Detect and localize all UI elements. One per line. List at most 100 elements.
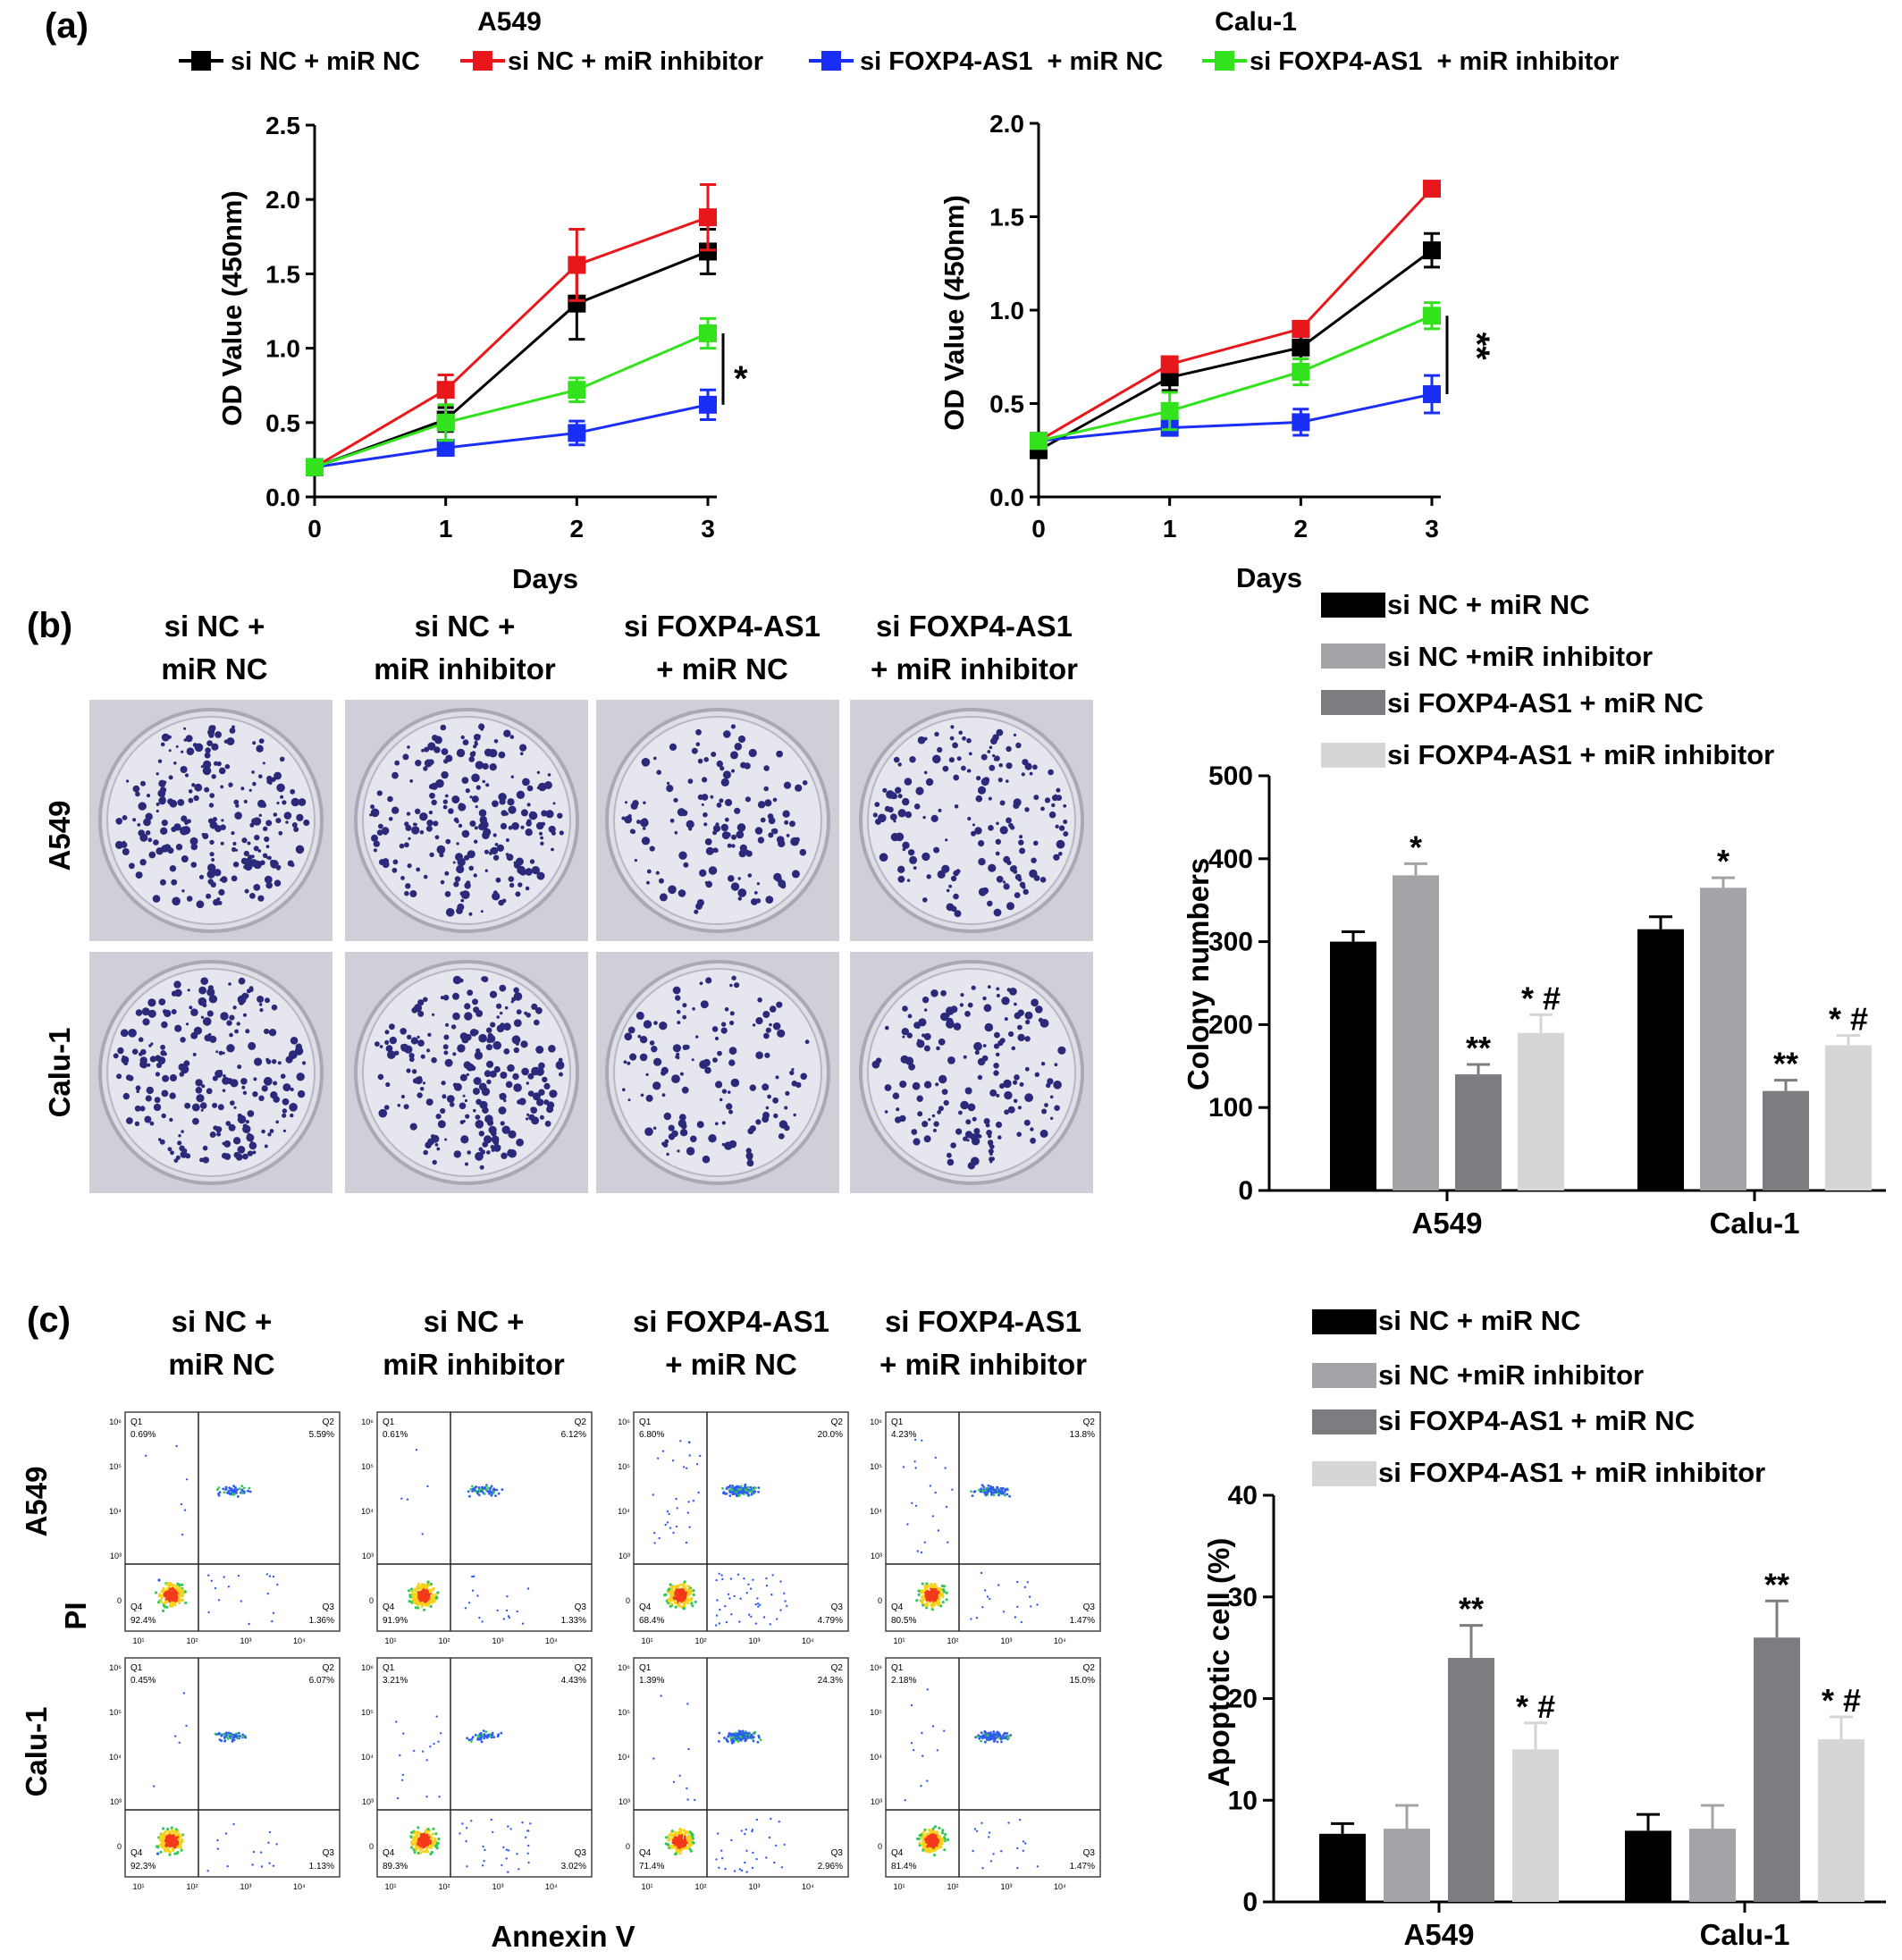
flow-event — [396, 1796, 400, 1800]
colony-dot — [410, 1037, 418, 1045]
flow-event — [157, 1594, 161, 1598]
bar — [1448, 1658, 1494, 1902]
colony-dot — [452, 1052, 457, 1056]
flow-event — [525, 1836, 527, 1838]
colony-dot — [922, 815, 926, 820]
colony-dot — [963, 1136, 968, 1141]
colony-dot — [651, 1046, 658, 1053]
flow-event — [157, 1578, 161, 1582]
colony-dot — [466, 1073, 469, 1077]
flow-event — [686, 1787, 688, 1790]
flow-event — [925, 1582, 929, 1586]
quadrant-value-q3: 3.02% — [561, 1862, 586, 1872]
colony-dot — [904, 778, 913, 786]
plate-well — [867, 968, 1076, 1177]
colony-dot — [171, 826, 177, 833]
flow-event — [177, 1838, 181, 1841]
colony-dot — [189, 1005, 193, 1010]
flow-event — [425, 1596, 428, 1600]
colony-dot — [1058, 852, 1063, 856]
colony-dot — [218, 767, 226, 775]
flow-event — [724, 1605, 727, 1608]
colony-dot — [391, 867, 398, 873]
colony-dot — [649, 1040, 655, 1046]
flow-event — [682, 1601, 686, 1604]
flow-event — [429, 1582, 433, 1586]
colony-dot — [717, 1050, 722, 1056]
colony-dot — [206, 870, 215, 879]
flow-event — [678, 1844, 682, 1847]
flow-event — [164, 1601, 167, 1605]
flow-event — [412, 1848, 416, 1852]
colony-dot — [1007, 1106, 1015, 1114]
colony-dot — [678, 851, 687, 860]
flow-event — [926, 1601, 930, 1604]
colony-dot — [209, 1035, 217, 1043]
colony-dot — [1024, 807, 1030, 812]
flow-event — [484, 1485, 488, 1488]
flow-event — [669, 1602, 674, 1605]
flow-event — [978, 1488, 980, 1492]
colony-dot — [996, 987, 1000, 991]
colony-dot — [480, 728, 484, 731]
flow-event — [697, 1491, 700, 1494]
flow-event — [171, 1829, 174, 1832]
colony-dot — [492, 1144, 501, 1152]
flow-event — [425, 1850, 429, 1854]
flow-event — [402, 1732, 405, 1735]
colony-dot — [624, 1032, 633, 1041]
flow-event — [224, 1488, 227, 1491]
flow-event — [268, 1862, 271, 1864]
flow-event — [427, 1602, 431, 1605]
data-point — [1423, 385, 1441, 404]
colony-dot — [379, 1045, 383, 1048]
flow-event — [930, 1601, 933, 1604]
flow-event — [251, 1863, 254, 1866]
flow-event — [501, 1488, 504, 1491]
colony-dot — [906, 879, 911, 882]
colony-dot — [122, 1092, 130, 1100]
colony-dot — [423, 997, 428, 1003]
colony-dot — [692, 1007, 695, 1011]
flow-event — [241, 1735, 245, 1738]
colony-dot — [966, 737, 972, 744]
colony-dot — [769, 1005, 777, 1013]
colony-dot — [1048, 769, 1054, 776]
colony-dot — [906, 1032, 913, 1039]
colony-dot — [435, 1114, 442, 1120]
colony-dot — [764, 799, 772, 807]
colony-dot — [519, 869, 526, 876]
flow-event — [997, 1731, 1000, 1735]
data-point — [1160, 355, 1179, 374]
flow-event — [470, 1737, 474, 1741]
flow-event — [922, 1603, 925, 1607]
flow-event — [678, 1596, 682, 1600]
colony-dot — [795, 784, 803, 792]
flow-event — [422, 1850, 425, 1854]
colony-dot — [265, 820, 273, 827]
bar — [1330, 941, 1376, 1190]
flow-event — [170, 1583, 173, 1586]
flow-event — [167, 1830, 171, 1834]
colony-dot — [978, 887, 987, 896]
colony-dot — [931, 1114, 936, 1118]
flow-event — [744, 1861, 746, 1864]
flow-event — [469, 1740, 473, 1743]
colony-dot — [734, 743, 743, 751]
flow-event — [679, 1842, 684, 1846]
flow-event — [979, 1735, 982, 1738]
colony-dot — [467, 1150, 471, 1155]
colony-dot — [889, 813, 897, 820]
flow-event — [434, 1832, 438, 1836]
colony-dot — [499, 798, 506, 805]
flow-event — [780, 1866, 784, 1869]
colony-dot — [174, 988, 182, 997]
flow-event — [225, 1731, 228, 1735]
flow-event — [426, 1846, 430, 1849]
flow-event — [172, 1842, 175, 1846]
flow-y-tick-label: 10³ — [619, 1552, 630, 1560]
flow-event — [675, 1497, 677, 1501]
flow-event — [181, 1594, 184, 1598]
